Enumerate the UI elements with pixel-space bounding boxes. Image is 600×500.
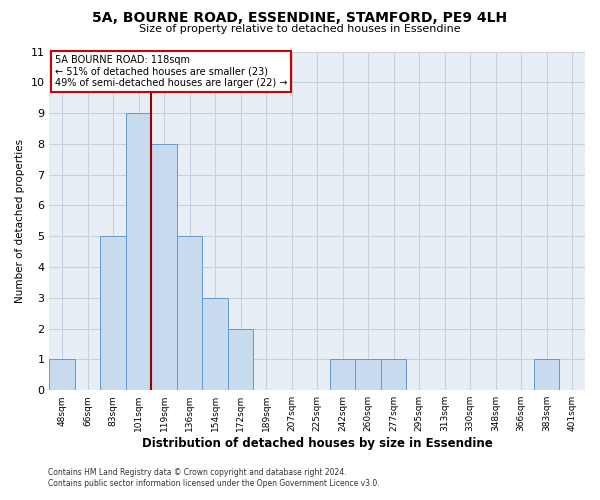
Bar [151,144,177,390]
Bar [202,298,228,390]
Y-axis label: Number of detached properties: Number of detached properties [15,139,25,303]
Bar [177,236,202,390]
Text: 5A BOURNE ROAD: 118sqm
← 51% of detached houses are smaller (23)
49% of semi-det: 5A BOURNE ROAD: 118sqm ← 51% of detached… [55,55,287,88]
Bar [330,360,355,390]
Bar [381,360,406,390]
Bar [49,360,75,390]
Bar [228,328,253,390]
Bar [534,360,559,390]
Bar [355,360,381,390]
X-axis label: Distribution of detached houses by size in Essendine: Distribution of detached houses by size … [142,437,493,450]
Bar [100,236,126,390]
Text: 5A, BOURNE ROAD, ESSENDINE, STAMFORD, PE9 4LH: 5A, BOURNE ROAD, ESSENDINE, STAMFORD, PE… [92,11,508,25]
Text: Contains HM Land Registry data © Crown copyright and database right 2024.
Contai: Contains HM Land Registry data © Crown c… [48,468,380,487]
Text: Size of property relative to detached houses in Essendine: Size of property relative to detached ho… [139,24,461,34]
Bar [126,113,151,390]
